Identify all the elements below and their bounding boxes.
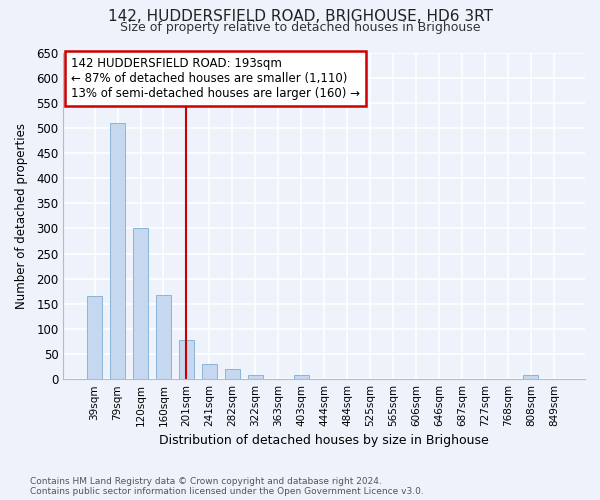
Bar [133, 228, 148, 379]
X-axis label: Distribution of detached houses by size in Brighouse: Distribution of detached houses by size … [160, 434, 489, 448]
Bar [248, 375, 263, 379]
Bar [202, 364, 217, 379]
Text: Contains HM Land Registry data © Crown copyright and database right 2024.
Contai: Contains HM Land Registry data © Crown c… [30, 476, 424, 496]
Text: Size of property relative to detached houses in Brighouse: Size of property relative to detached ho… [120, 21, 480, 34]
Bar [294, 375, 309, 379]
Text: 142 HUDDERSFIELD ROAD: 193sqm
← 87% of detached houses are smaller (1,110)
13% o: 142 HUDDERSFIELD ROAD: 193sqm ← 87% of d… [71, 58, 360, 100]
Bar [179, 340, 194, 379]
Bar [225, 369, 240, 379]
Bar [87, 296, 102, 379]
Bar [110, 123, 125, 379]
Y-axis label: Number of detached properties: Number of detached properties [15, 123, 28, 309]
Bar [523, 375, 538, 379]
Bar [156, 294, 171, 379]
Text: 142, HUDDERSFIELD ROAD, BRIGHOUSE, HD6 3RT: 142, HUDDERSFIELD ROAD, BRIGHOUSE, HD6 3… [107, 9, 493, 24]
